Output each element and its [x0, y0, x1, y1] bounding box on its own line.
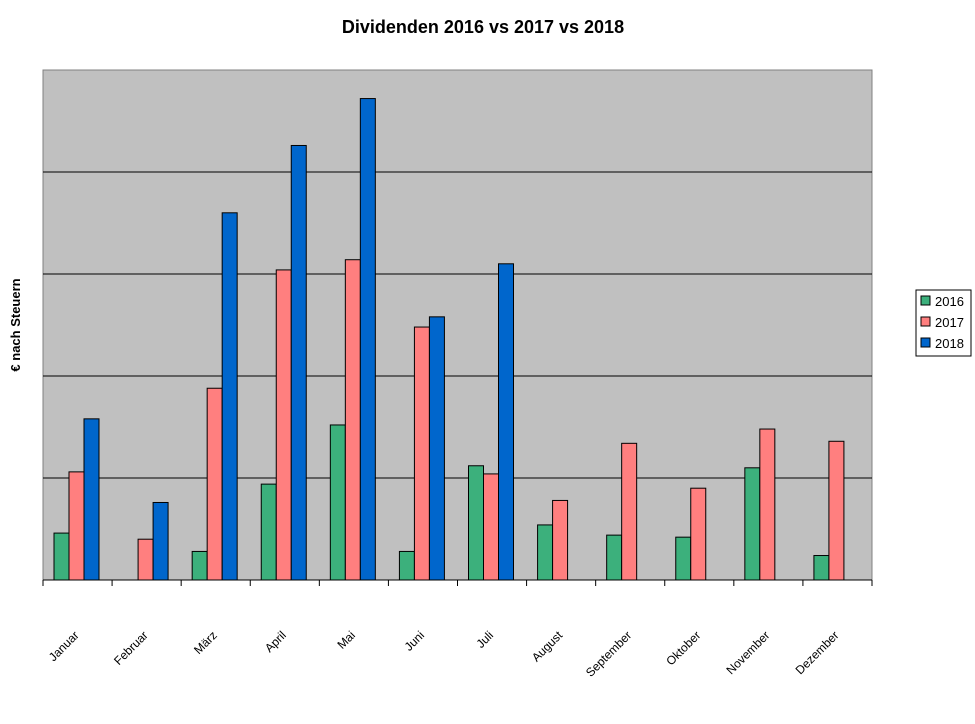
- legend-swatch: [920, 337, 931, 348]
- x-tick-label: August: [529, 628, 566, 665]
- legend-label: 2018: [935, 336, 964, 351]
- bar-2018-Juni: [428, 316, 445, 581]
- bar-2017-April: [275, 269, 292, 581]
- bar-2016-November: [744, 467, 761, 581]
- x-tick-label: Februar: [111, 628, 151, 668]
- bar-2017-September: [621, 442, 638, 581]
- x-tick-label: Mai: [334, 628, 358, 652]
- legend-swatch: [920, 316, 931, 327]
- x-tick-label: September: [583, 628, 634, 679]
- x-tick-label: Januar: [46, 628, 82, 664]
- x-axis-ticks: [42, 580, 873, 586]
- x-tick-label: Juni: [402, 628, 427, 653]
- bar-2017-Januar: [68, 471, 85, 581]
- bar-2018-Januar: [83, 418, 100, 581]
- legend-label: 2017: [935, 315, 964, 330]
- bar-2016-Oktober: [675, 536, 692, 581]
- bars: [53, 98, 845, 581]
- bar-2016-Januar: [53, 532, 70, 581]
- x-tick-label: Oktober: [663, 628, 703, 668]
- bar-2016-September: [606, 534, 623, 581]
- bar-2016-Juli: [468, 465, 484, 581]
- bar-2017-Dezember: [828, 440, 845, 581]
- bar-2017-Juli: [483, 473, 499, 581]
- x-tick-label: März: [191, 628, 220, 657]
- x-tick-label: April: [262, 628, 289, 655]
- bar-2016-April: [260, 483, 277, 581]
- bar-2017-August: [552, 499, 569, 581]
- bar-2017-Oktober: [690, 487, 707, 581]
- y-axis-label: € nach Steuern: [8, 278, 23, 371]
- bar-2016-März: [191, 550, 208, 581]
- bar-2016-Mai: [329, 424, 346, 581]
- bar-2017-März: [206, 387, 223, 581]
- x-tick-label: Dezember: [793, 628, 842, 677]
- bar-2018-April: [290, 144, 307, 581]
- bar-2017-November: [759, 428, 776, 581]
- bar-2018-März: [221, 212, 238, 581]
- bar-2016-Dezember: [813, 555, 830, 581]
- bar-2018-Juli: [498, 263, 514, 581]
- x-tick-label: Juli: [474, 628, 497, 651]
- chart-title: Dividenden 2016 vs 2017 vs 2018: [342, 17, 624, 37]
- legend-swatch: [920, 295, 931, 306]
- bar-2017-Februar: [137, 538, 154, 581]
- bar-2018-Februar: [152, 501, 169, 581]
- bar-2018-Mai: [359, 98, 376, 581]
- bar-2017-Juni: [413, 326, 430, 581]
- bar-2017-Mai: [344, 259, 361, 581]
- gridlines: [43, 171, 872, 479]
- x-axis-labels: Januar Februar März April Mai Juni Juli August S…: [46, 628, 842, 680]
- legend-label: 2016: [935, 294, 964, 309]
- bar-2016-August: [537, 524, 554, 581]
- legend: 2016 2017 2018: [915, 289, 972, 357]
- plot-area: [42, 69, 873, 581]
- x-tick-label: November: [723, 628, 772, 677]
- bar-2016-Juni: [398, 550, 415, 581]
